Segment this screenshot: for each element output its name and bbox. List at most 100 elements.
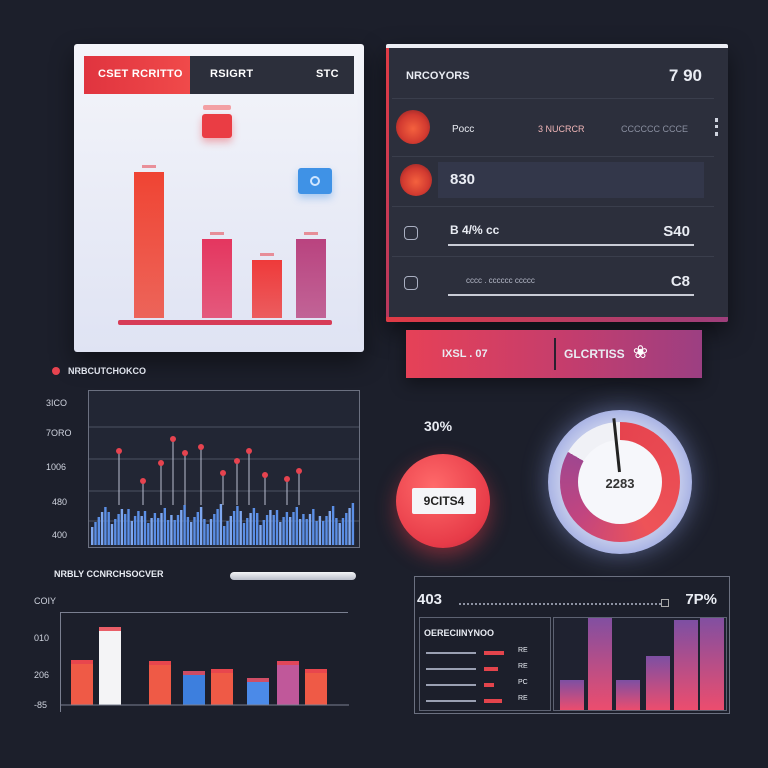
bar[interactable]	[190, 522, 193, 545]
bar[interactable]	[71, 660, 93, 705]
bar[interactable]	[252, 508, 256, 545]
bar[interactable]	[272, 515, 275, 545]
bar[interactable]	[308, 514, 312, 545]
bar[interactable]	[114, 519, 117, 545]
bar[interactable]	[289, 517, 292, 545]
bar[interactable]	[236, 506, 239, 545]
bar[interactable]	[150, 518, 153, 545]
spike-point[interactable]	[234, 458, 240, 464]
bar[interactable]	[295, 507, 298, 545]
bar[interactable]	[127, 509, 130, 545]
list-row-1[interactable]: Pocc 3 NUCRCR CCCCCC CCCE	[438, 112, 704, 148]
bar[interactable]	[700, 614, 724, 710]
spike-point[interactable]	[170, 436, 176, 442]
bar[interactable]	[211, 669, 233, 705]
table-row[interactable]	[426, 684, 476, 686]
spike-point[interactable]	[284, 476, 290, 482]
bar[interactable]	[160, 513, 163, 545]
bar[interactable]	[351, 503, 355, 545]
bar[interactable]	[328, 511, 331, 545]
bar[interactable]	[282, 517, 285, 545]
bar[interactable]	[616, 680, 640, 710]
bar[interactable]	[213, 514, 216, 545]
table-row[interactable]	[426, 700, 476, 702]
bar[interactable]	[338, 523, 341, 545]
percent-circle[interactable]: 9CITS4	[396, 454, 490, 548]
bar[interactable]	[94, 522, 97, 545]
bar[interactable]	[279, 522, 282, 545]
bar[interactable]	[143, 511, 147, 545]
checkbox[interactable]	[661, 599, 669, 607]
bar[interactable]	[209, 519, 213, 545]
bar[interactable]	[134, 165, 164, 318]
bar[interactable]	[183, 671, 205, 705]
bar[interactable]	[219, 504, 223, 545]
gauge-dial[interactable]: 2283	[548, 410, 692, 554]
bar[interactable]	[153, 513, 157, 545]
bar[interactable]	[259, 525, 262, 545]
bar[interactable]	[588, 614, 612, 710]
bar[interactable]	[345, 513, 348, 545]
bar[interactable]	[292, 512, 295, 545]
header-tab[interactable]: RSIGRT	[210, 68, 254, 80]
bar[interactable]	[298, 519, 302, 545]
gradient-bar-chart[interactable]	[553, 614, 727, 711]
bar[interactable]	[147, 523, 150, 545]
bar[interactable]	[223, 526, 226, 545]
bar[interactable]	[110, 524, 114, 545]
bar[interactable]	[97, 517, 100, 545]
bar[interactable]	[315, 521, 318, 545]
bar[interactable]	[107, 512, 110, 545]
grouped-bar-chart[interactable]	[60, 612, 349, 712]
bar[interactable]	[242, 523, 246, 545]
bar[interactable]	[91, 527, 94, 545]
bar[interactable]	[157, 518, 160, 545]
bar[interactable]	[674, 620, 698, 710]
bar[interactable]	[247, 678, 269, 705]
bar[interactable]	[305, 519, 308, 545]
blue-tooltip-chip[interactable]	[298, 168, 332, 194]
bar[interactable]	[322, 521, 325, 545]
bar[interactable]	[140, 516, 143, 545]
bar[interactable]	[305, 669, 327, 705]
spike-point[interactable]	[158, 460, 164, 466]
bar[interactable]	[269, 510, 272, 545]
spike-point[interactable]	[182, 450, 188, 456]
bar[interactable]	[176, 515, 180, 545]
bar[interactable]	[183, 505, 186, 545]
bar[interactable]	[275, 510, 279, 545]
bar[interactable]	[196, 512, 199, 545]
bar[interactable]	[170, 515, 173, 545]
bar[interactable]	[166, 520, 170, 545]
list-row-3[interactable]: B 4/% cc S40	[438, 214, 704, 250]
spike-point[interactable]	[116, 448, 122, 454]
bar[interactable]	[325, 516, 328, 545]
bar[interactable]	[186, 517, 190, 545]
spike-point[interactable]	[220, 470, 226, 476]
table-row[interactable]	[426, 668, 476, 670]
bar[interactable]	[180, 510, 183, 545]
bar[interactable]	[163, 508, 166, 545]
red-tooltip-chip[interactable]	[202, 105, 232, 138]
bar[interactable]	[99, 627, 121, 705]
summary-banner[interactable]: IXSL . 07 GLCRTISS ❀	[406, 330, 702, 378]
bar[interactable]	[149, 661, 171, 705]
bar[interactable]	[104, 507, 107, 545]
spike-point[interactable]	[296, 468, 302, 474]
spike-point[interactable]	[262, 472, 268, 478]
bar[interactable]	[646, 656, 670, 710]
bar[interactable]	[137, 511, 140, 545]
bar[interactable]	[133, 516, 137, 545]
spike-chart[interactable]	[88, 390, 360, 548]
bar[interactable]	[199, 507, 203, 545]
bar[interactable]	[249, 513, 252, 545]
bar[interactable]	[206, 524, 209, 545]
list-row-2[interactable]: 830	[438, 162, 704, 198]
bar[interactable]	[265, 515, 269, 545]
bar[interactable]	[285, 512, 289, 545]
bar[interactable]	[302, 514, 305, 545]
bar[interactable]	[193, 517, 196, 545]
bar[interactable]	[100, 512, 104, 545]
bar[interactable]	[331, 506, 335, 545]
bar[interactable]	[216, 509, 219, 545]
